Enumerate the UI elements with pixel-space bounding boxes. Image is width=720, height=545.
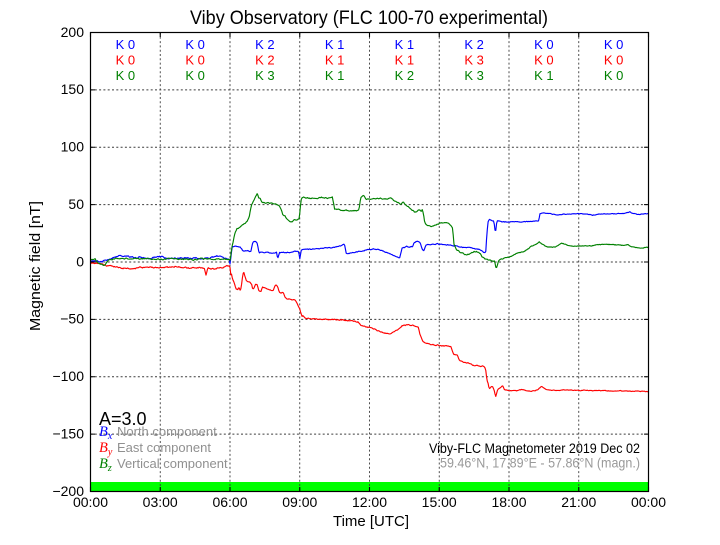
svg-text:00:00: 00:00 <box>631 494 666 510</box>
svg-text:12:00: 12:00 <box>352 494 387 510</box>
svg-text:K 1: K 1 <box>395 37 415 52</box>
svg-text:K 0: K 0 <box>604 68 624 83</box>
svg-text:Viby-FLC Magnetometer 2019 Dec: Viby-FLC Magnetometer 2019 Dec 02 <box>429 440 640 456</box>
svg-text:59.46°N, 17.89°E - 57.86°N (ma: 59.46°N, 17.89°E - 57.86°N (magn.) <box>440 455 640 471</box>
svg-text:K 0: K 0 <box>185 68 205 83</box>
svg-text:K 0: K 0 <box>604 37 624 52</box>
svg-text:0: 0 <box>76 253 84 269</box>
svg-text:00:00: 00:00 <box>73 494 108 510</box>
svg-text:K 1: K 1 <box>534 68 554 83</box>
svg-text:K 0: K 0 <box>534 37 554 52</box>
svg-text:K 1: K 1 <box>325 37 345 52</box>
svg-text:K 2: K 2 <box>255 53 275 68</box>
svg-text:A=3.0: A=3.0 <box>99 409 147 429</box>
svg-text:K 3: K 3 <box>255 68 275 83</box>
svg-text:09:00: 09:00 <box>282 494 317 510</box>
svg-text:K 0: K 0 <box>534 53 554 68</box>
svg-text:Magnetic field [nT]: Magnetic field [nT] <box>27 201 44 331</box>
svg-text:K 0: K 0 <box>604 53 624 68</box>
svg-text:K 2: K 2 <box>464 37 484 52</box>
svg-text:−150: −150 <box>52 425 84 441</box>
svg-text:K 2: K 2 <box>395 68 415 83</box>
svg-text:200: 200 <box>61 24 85 40</box>
svg-text:21:00: 21:00 <box>561 494 596 510</box>
svg-text:K 3: K 3 <box>464 68 484 83</box>
svg-text:K 2: K 2 <box>255 37 275 52</box>
svg-text:K 0: K 0 <box>116 53 136 68</box>
svg-text:K 1: K 1 <box>325 53 345 68</box>
svg-text:15:00: 15:00 <box>422 494 457 510</box>
svg-text:K 0: K 0 <box>116 68 136 83</box>
svg-text:50: 50 <box>68 196 84 212</box>
svg-text:Time [UTC]: Time [UTC] <box>333 513 409 530</box>
svg-text:K 0: K 0 <box>185 37 205 52</box>
svg-text:K 1: K 1 <box>395 53 415 68</box>
svg-text:K 3: K 3 <box>464 53 484 68</box>
svg-text:K 0: K 0 <box>185 53 205 68</box>
svg-text:−50: −50 <box>60 311 84 327</box>
svg-text:K 1: K 1 <box>325 68 345 83</box>
svg-text:150: 150 <box>61 81 85 97</box>
svg-text:100: 100 <box>61 139 85 155</box>
svg-text:03:00: 03:00 <box>143 494 178 510</box>
svg-text:06:00: 06:00 <box>212 494 247 510</box>
svg-text:Viby Observatory (FLC 100-70 e: Viby Observatory (FLC 100-70 experimenta… <box>190 8 548 29</box>
svg-text:−100: −100 <box>52 368 84 384</box>
svg-text:18:00: 18:00 <box>491 494 526 510</box>
svg-text:Vertical component: Vertical component <box>117 456 228 471</box>
svg-text:−200: −200 <box>52 483 84 499</box>
svg-text:East component: East component <box>117 440 211 455</box>
svg-text:North component: North component <box>117 424 217 439</box>
svg-text:K 0: K 0 <box>116 37 136 52</box>
